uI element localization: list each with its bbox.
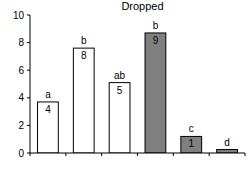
data-label: 4 [45,104,51,115]
chart: Dropped 0 2 4 6 8 10 4 a 8 b 5 ab 9 b 1 c d [0,0,250,169]
bar [217,150,238,153]
x-tick [30,153,31,156]
y-axis [30,15,31,153]
bar [181,136,202,153]
y-tick-label: 10 [13,10,25,21]
annotation: ab [114,70,126,81]
x-tick [65,153,66,156]
annotation: b [81,35,87,46]
y-tick-label: 0 [18,148,24,159]
annotation: c [189,123,194,134]
x-tick [173,153,174,156]
title: Dropped [121,0,163,12]
bar [145,33,166,153]
data-label: 9 [153,35,159,46]
x-tick [101,153,102,156]
x-tick [245,153,246,156]
data-label: 1 [188,138,194,149]
x-tick [209,153,210,156]
bar [109,83,130,153]
y-tick-label: 6 [18,65,24,76]
data-label: 8 [81,50,87,61]
y-tick-label: 4 [18,92,24,103]
data-label: 5 [117,85,123,96]
bar [38,102,59,153]
annotation: d [224,137,230,148]
annotation: b [153,20,159,31]
bars [38,33,238,153]
y-tick-label: 8 [18,37,24,48]
annotation: a [45,89,51,100]
bar [73,48,94,153]
y-tick-label: 2 [18,120,24,131]
x-tick [137,153,138,156]
